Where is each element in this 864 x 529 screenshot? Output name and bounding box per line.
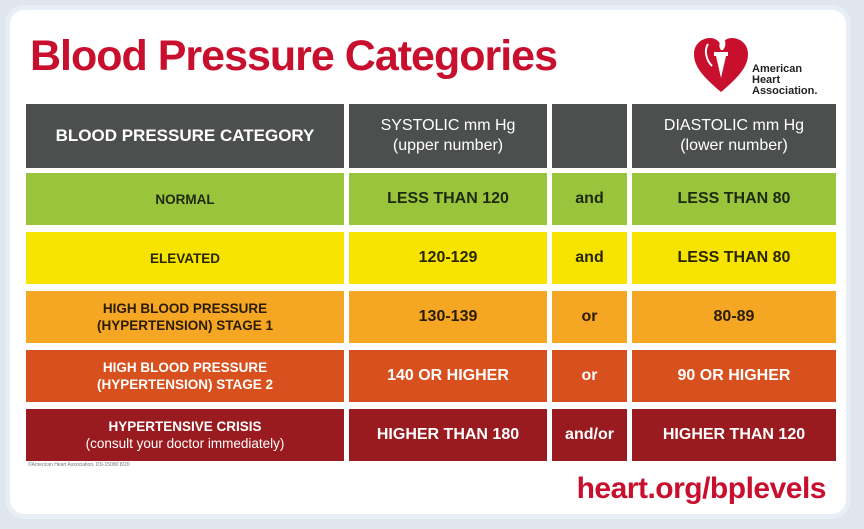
row-category: HIGH BLOOD PRESSURE (HYPERTENSION) STAGE… [26,350,344,402]
row-category-line1: HIGH BLOOD PRESSURE [102,301,268,316]
copyright-text: ©American Heart Association. DS-15080 8/… [28,462,130,468]
row-connector: and [552,173,627,225]
row-diastolic: LESS THAN 80 [632,232,836,284]
row-category-line1: ELEVATED [149,250,220,266]
row-diastolic: 90 OR HIGHER [632,350,836,402]
table-header-row: BLOOD PRESSURE CATEGORY SYSTOLIC mm Hg (… [26,104,836,168]
header-connector [552,104,627,168]
bp-chart-card: Blood Pressure Categories American Heart… [10,10,846,514]
row-category-line2: (consult your doctor immediately) [85,436,285,451]
header-diastolic-line1: DIASTOLIC mm Hg [663,117,805,134]
row-systolic: 140 OR HIGHER [349,350,547,402]
table-row-normal: NORMAL LESS THAN 120 and LESS THAN 80 [26,173,836,225]
row-connector: or [552,350,627,402]
header-category: BLOOD PRESSURE CATEGORY [26,104,344,168]
row-systolic: 120-129 [349,232,547,284]
row-category: NORMAL [26,173,344,225]
row-connector: and/or [552,409,627,461]
table-row-crisis: HYPERTENSIVE CRISIS (consult your doctor… [26,409,836,461]
row-category-line1: NORMAL [155,191,215,207]
header-systolic: SYSTOLIC mm Hg (upper number) [349,104,547,168]
row-category: ELEVATED [26,232,344,284]
row-diastolic: 80-89 [632,291,836,343]
header-systolic-line2: (upper number) [392,137,504,154]
row-systolic: LESS THAN 120 [349,173,547,225]
logo-line-1: American [752,63,803,75]
row-category-line2: (HYPERTENSION) STAGE 2 [96,377,274,392]
row-systolic: HIGHER THAN 180 [349,409,547,461]
row-category: HYPERTENSIVE CRISIS (consult your doctor… [26,409,344,461]
aha-logo: American Heart Association. [692,30,832,100]
header-systolic-line1: SYSTOLIC mm Hg [380,117,516,134]
logo-wordmark: American Heart Association. [752,64,832,97]
row-category-line2: (HYPERTENSION) STAGE 1 [96,318,274,333]
row-connector: or [552,291,627,343]
header-diastolic: DIASTOLIC mm Hg (lower number) [632,104,836,168]
row-connector: and [552,232,627,284]
row-category: HIGH BLOOD PRESSURE (HYPERTENSION) STAGE… [26,291,344,343]
row-diastolic: LESS THAN 80 [632,173,836,225]
row-category-line1: HYPERTENSIVE CRISIS [108,419,262,434]
table-row-stage-2: HIGH BLOOD PRESSURE (HYPERTENSION) STAGE… [26,350,836,402]
page-title: Blood Pressure Categories [30,32,558,80]
row-diastolic: HIGHER THAN 120 [632,409,836,461]
row-systolic: 130-139 [349,291,547,343]
logo-line-3: Association. [752,85,818,97]
heart-torch-icon [694,34,748,92]
row-category-line1: HIGH BLOOD PRESSURE [102,360,268,375]
table-row-stage-1: HIGH BLOOD PRESSURE (HYPERTENSION) STAGE… [26,291,836,343]
header-diastolic-line2: (lower number) [680,137,788,154]
table-row-elevated: ELEVATED 120-129 and LESS THAN 80 [26,232,836,284]
website-link[interactable]: heart.org/bplevels [576,472,827,505]
logo-line-2: Heart [752,74,781,86]
